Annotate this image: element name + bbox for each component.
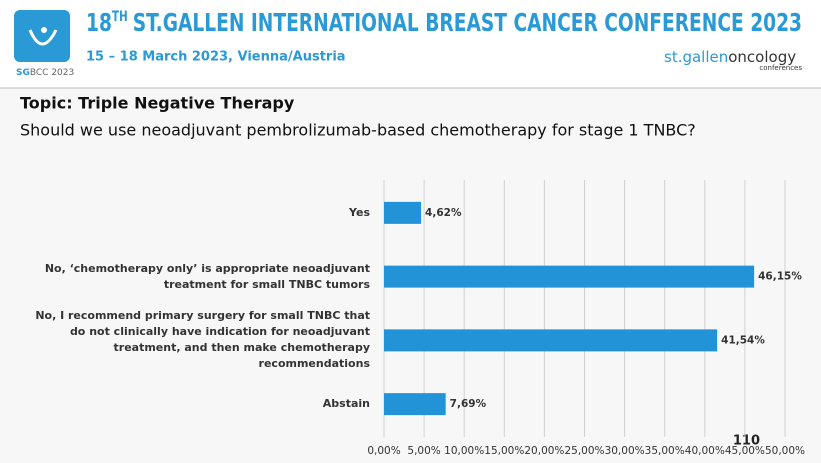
bar (384, 329, 718, 352)
x-tick-label: 20,00% (524, 445, 564, 457)
logo-right-b: oncology (728, 48, 796, 66)
x-tick-label: 35,00% (645, 445, 685, 457)
title-suffix: TH (112, 9, 128, 25)
x-tick-label: 45,00% (725, 445, 765, 457)
category-label: No, ‘chemotherapy only’ is appropriate n… (44, 261, 370, 291)
value-label: 7,69% (450, 398, 487, 410)
bar (384, 393, 446, 416)
x-tick-label: 5,00% (407, 445, 440, 457)
logo-right: st.gallenoncology (664, 48, 796, 66)
conference-dates: 15 – 18 March 2023, Vienna/Austria (86, 50, 346, 65)
logo-dot (41, 27, 47, 33)
x-tick-label: 50,00% (765, 445, 805, 457)
bar (384, 265, 755, 288)
category-label: Yes (349, 205, 370, 219)
logo-right-c: conferences (759, 64, 802, 72)
logo-box (14, 10, 70, 62)
logo-right-a: st.gallen (664, 48, 728, 66)
bar (384, 201, 422, 224)
header-bg (0, 0, 821, 88)
topic: Topic: Triple Negative Therapy (20, 94, 295, 113)
x-tick-label: 10,00% (444, 445, 484, 457)
value-label: 4,62% (425, 207, 462, 219)
slide-number: 110 (733, 434, 760, 449)
question: Should we use neoadjuvant pembrolizumab-… (20, 121, 696, 140)
x-tick-label: 0,00% (367, 445, 400, 457)
title-number: 18 (86, 8, 112, 37)
x-tick-label: 15,00% (484, 445, 524, 457)
conference-title: 18TH ST.GALLEN INTERNATIONAL BREAST CANCE… (86, 8, 802, 37)
category-label: No, I recommend primary surgery for smal… (35, 309, 370, 371)
x-tick-label: 40,00% (685, 445, 725, 457)
x-tick-label: 25,00% (564, 445, 604, 457)
title-rest: ST.GALLEN INTERNATIONAL BREAST CANCER CO… (133, 8, 802, 37)
value-label: 41,54% (721, 334, 765, 346)
logo-bold: SG (16, 68, 30, 78)
x-tick-label: 30,00% (605, 445, 645, 457)
category-label: Abstain (322, 397, 370, 411)
logo-rest: BCC 2023 (30, 68, 74, 78)
logo-mark (28, 29, 58, 46)
value-label: 46,15% (758, 271, 802, 283)
logo-text: SGBCC 2023 (16, 68, 74, 78)
